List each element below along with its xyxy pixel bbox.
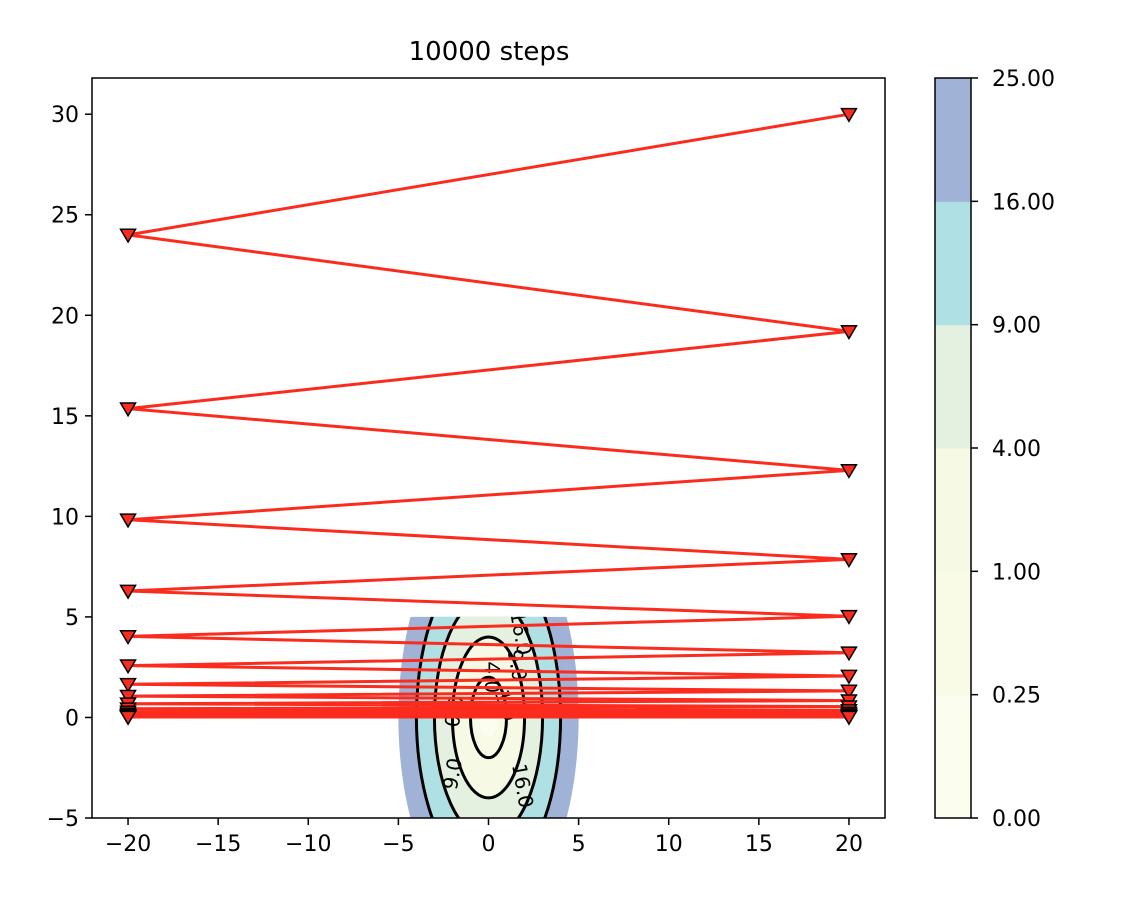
colorbar-tick-label: 4.00: [992, 437, 1041, 462]
y-tick-label: 25: [51, 204, 79, 229]
x-tick-label: 15: [745, 832, 773, 857]
y-tick-label: 30: [51, 103, 79, 128]
colorbar-segment: [935, 694, 971, 819]
trajectory-point: [840, 684, 858, 700]
y-tick-label: −5: [47, 807, 79, 832]
trajectory-markers: [119, 107, 858, 726]
trajectory-point: [119, 513, 137, 529]
x-tick-label: −20: [105, 832, 151, 857]
y-tick-label: 15: [51, 405, 79, 430]
x-tick-label: −10: [285, 832, 331, 857]
trajectory-line: [126, 112, 851, 719]
colorbar-segment: [935, 448, 971, 572]
trajectory-point: [840, 710, 858, 726]
trajectory-point: [119, 228, 137, 244]
colorbar-tick-label: 0.25: [992, 684, 1041, 709]
x-tick-label: −15: [195, 832, 241, 857]
contour-label: 9.0: [438, 756, 467, 791]
trajectory-point: [840, 646, 858, 662]
trajectory-point: [119, 659, 137, 675]
plot-area: 16.09.04.01.00.09.0 16.0: [119, 107, 858, 818]
colorbar-segment: [935, 324, 971, 449]
colorbar-segment: [935, 571, 971, 696]
trajectory-point: [840, 553, 858, 569]
x-tick-label: 20: [835, 832, 863, 857]
colorbar-tick-label: 0.00: [992, 807, 1041, 832]
trajectory-point: [840, 324, 858, 340]
x-tick-label: 5: [572, 832, 586, 857]
x-axis: −20 −15 −10 −5 0 5 10 15 20: [105, 818, 863, 857]
trajectory-point: [119, 584, 137, 600]
chart-title: 10000 steps: [409, 37, 570, 67]
trajectory-point: [119, 630, 137, 646]
colorbar: 0.00 0.25 1.00 4.00 9.00 16.00 25.00: [934, 67, 1055, 832]
contour-label: 9.0: [503, 647, 532, 682]
colorbar-tick-label: 9.00: [992, 314, 1041, 339]
colorbar-segment: [935, 201, 971, 326]
y-tick-label: 10: [51, 505, 79, 530]
trajectory-point: [119, 677, 137, 693]
trajectory-point: [119, 402, 137, 418]
y-tick-label: 0: [65, 706, 79, 731]
trajectory-point: [840, 463, 858, 479]
x-tick-label: −5: [382, 832, 414, 857]
y-tick-label: 20: [51, 304, 79, 329]
colorbar-segment: [935, 78, 971, 202]
y-tick-label: 5: [65, 606, 79, 631]
y-axis: −5 0 5 10 15 20 25 30: [47, 103, 92, 832]
colorbar-tick-label: 25.00: [992, 67, 1055, 92]
x-tick-label: 0: [482, 832, 496, 857]
trajectory-point: [119, 710, 137, 726]
x-tick-label: 10: [655, 832, 683, 857]
trajectory-point: [840, 107, 858, 123]
colorbar-tick-label: 16.00: [992, 190, 1055, 215]
trajectory-point: [119, 689, 137, 705]
colorbar-tick-label: 1.00: [992, 560, 1041, 585]
trajectory-point: [840, 609, 858, 625]
trajectory-point: [840, 669, 858, 685]
